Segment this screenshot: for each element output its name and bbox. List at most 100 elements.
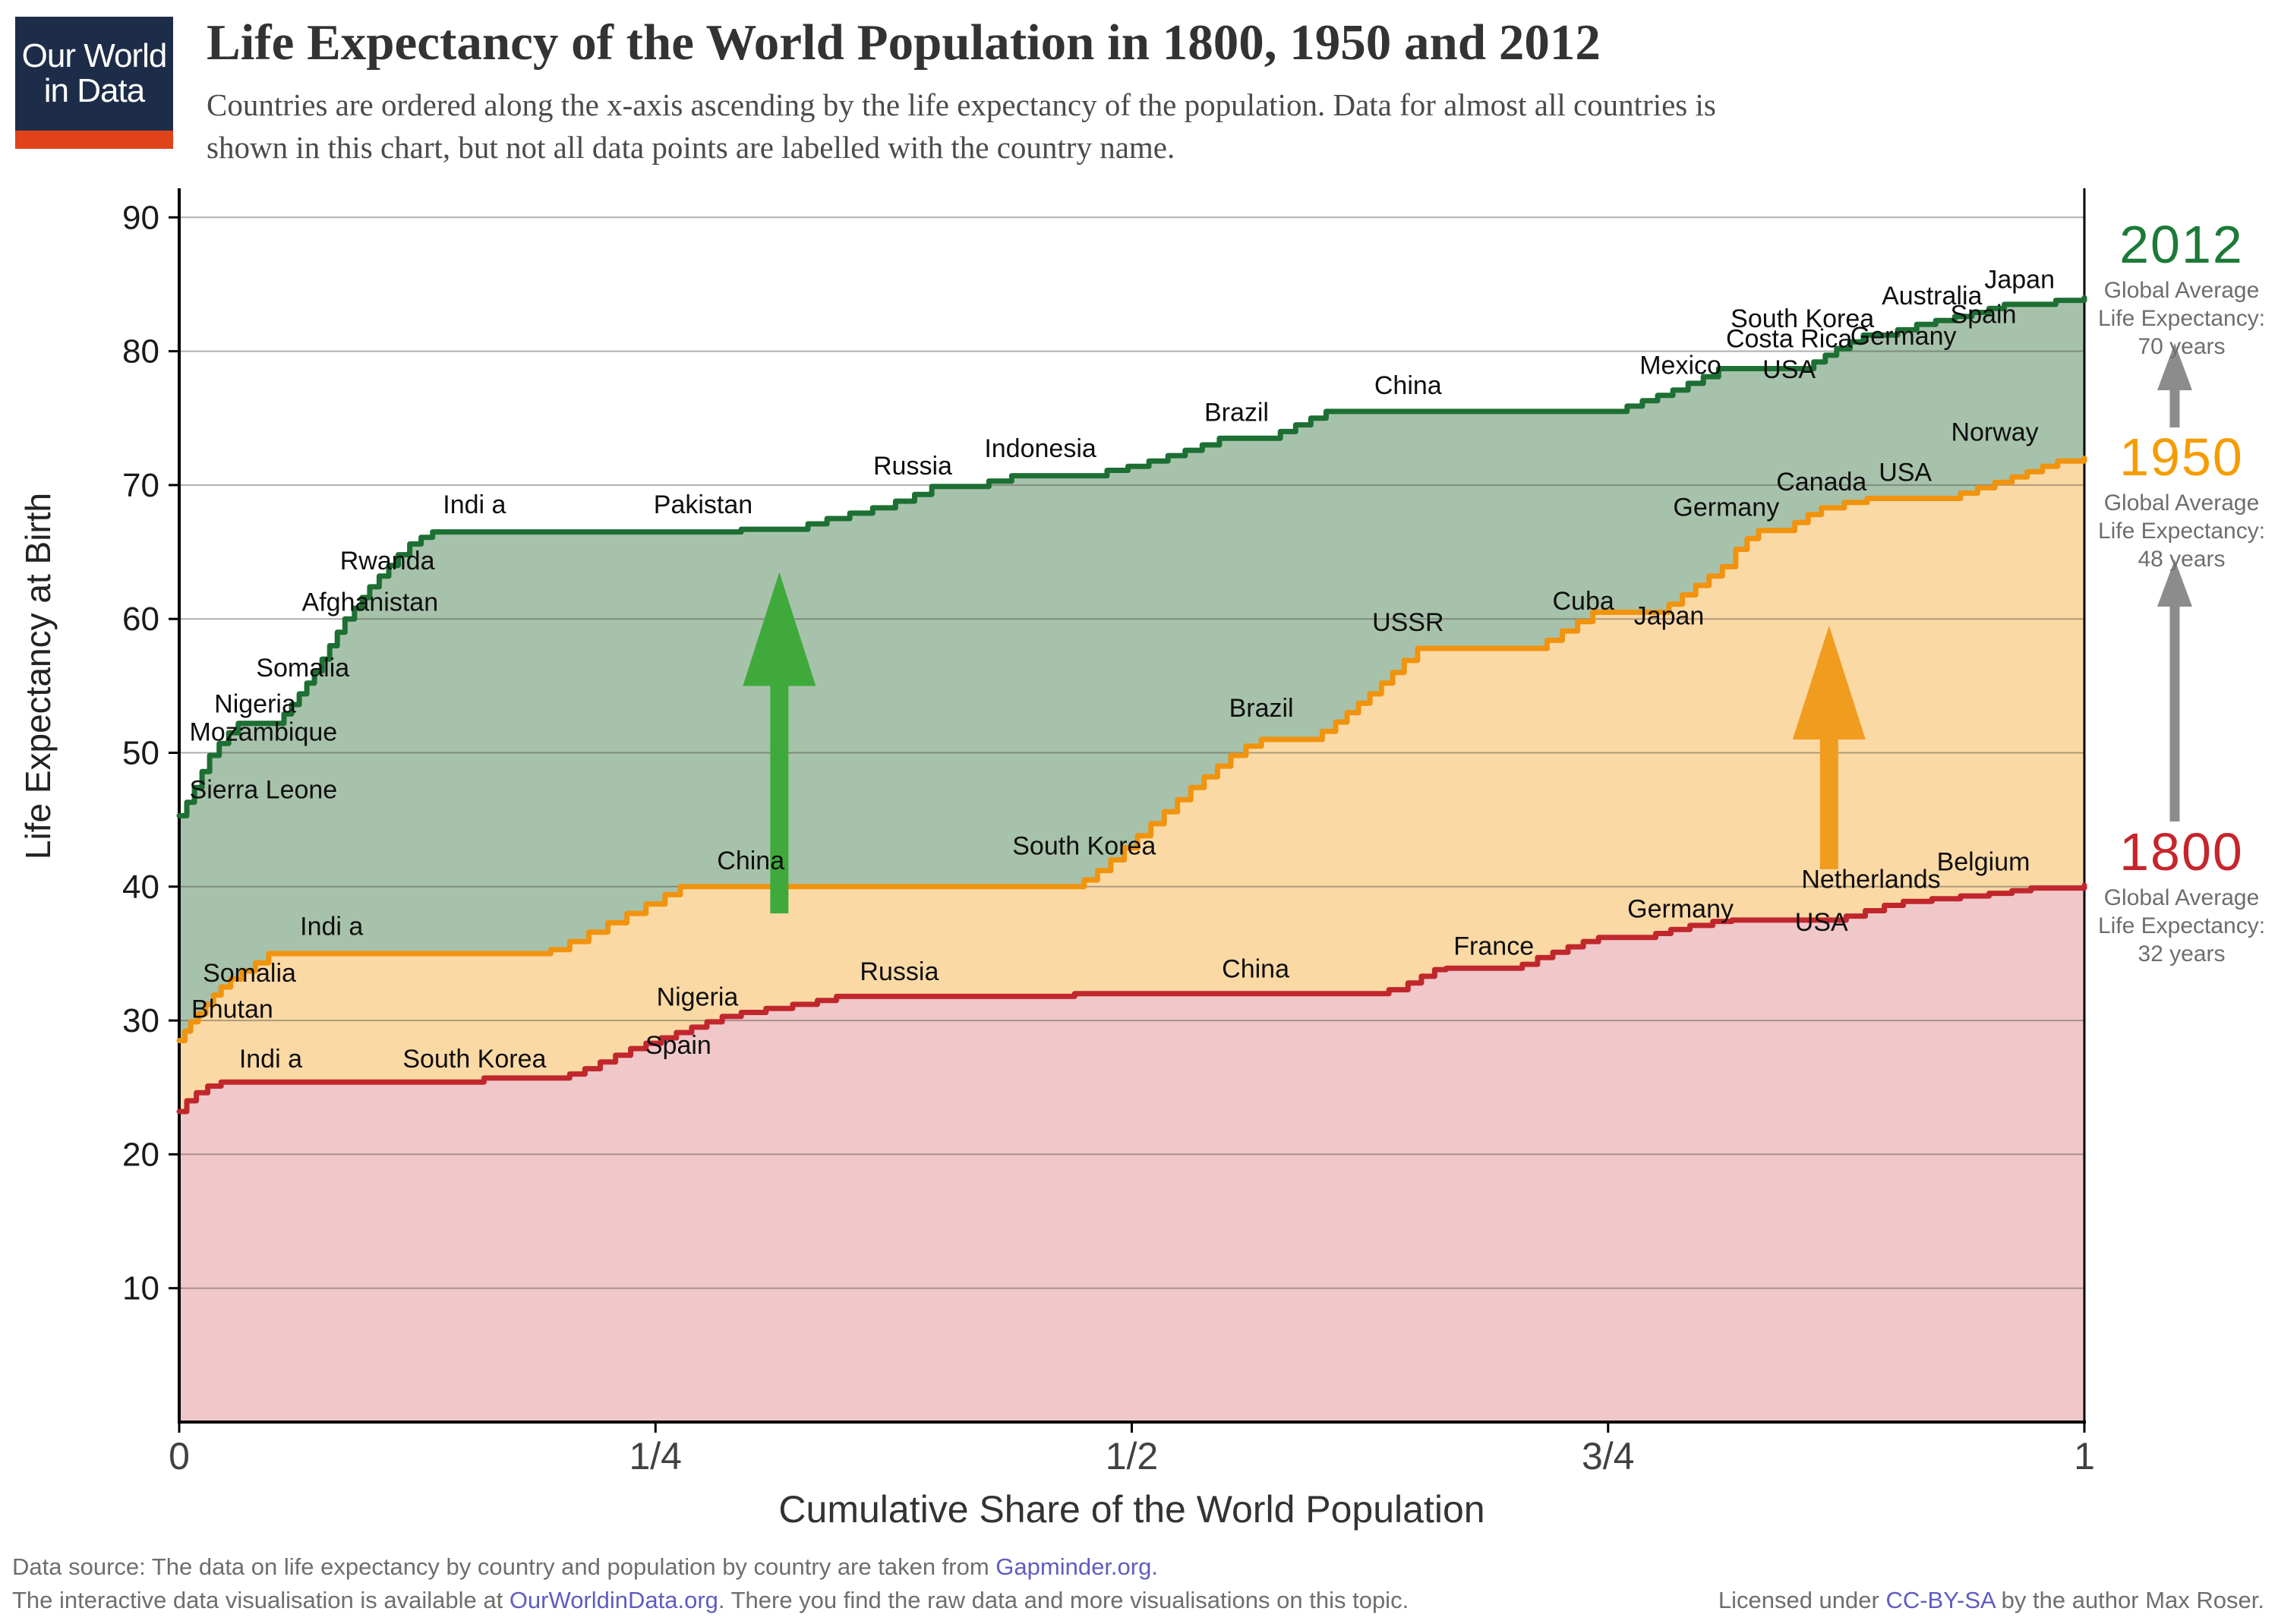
country-label-1950: Brazil bbox=[1229, 694, 1294, 723]
country-label-2012: Somalia bbox=[256, 654, 349, 683]
country-label-1800: Germany bbox=[1627, 894, 1734, 923]
footer-visualisation: The interactive data visualisation is av… bbox=[12, 1587, 1409, 1613]
chart-title: Life Expectancy of the World Population … bbox=[207, 14, 1601, 71]
country-label-2012: Afghanistan bbox=[302, 588, 439, 617]
country-label-1800: South Korea bbox=[402, 1045, 546, 1074]
ccbysa-link[interactable]: CC-BY-SA bbox=[1885, 1587, 1996, 1613]
owid-link[interactable]: OurWorldinData.org bbox=[509, 1587, 718, 1613]
legend-1950-year: 1950 bbox=[2119, 427, 2244, 487]
country-label-1950: Somalia bbox=[203, 959, 296, 988]
country-label-2012: Mozambique bbox=[190, 718, 338, 747]
area-fills bbox=[179, 298, 2084, 1422]
logo-text-line1: Our World bbox=[21, 37, 168, 74]
country-label-1950: Bhutan bbox=[191, 995, 273, 1024]
arrows bbox=[743, 343, 2192, 914]
legend-1800: 1800 Global Average Life Expectancy: 32 … bbox=[2087, 825, 2276, 968]
y-tick-label: 70 bbox=[122, 467, 159, 504]
x-axis-title: Cumulative Share of the World Population bbox=[778, 1488, 1484, 1531]
country-label-1950: Indi a bbox=[300, 912, 363, 941]
gray-arrow-1800-to-1950 bbox=[2157, 560, 2192, 821]
gapminder-link[interactable]: Gapminder.org. bbox=[995, 1553, 1158, 1580]
country-label-2012: Sierra Leone bbox=[190, 775, 338, 804]
y-tick-label: 60 bbox=[122, 601, 159, 638]
legend-1800-year: 1800 bbox=[2119, 822, 2244, 881]
country-label-1950: China bbox=[717, 847, 784, 875]
x-tick-label: 1/4 bbox=[629, 1435, 682, 1477]
area-1800 bbox=[179, 885, 2084, 1422]
country-label-2012: Rwanda bbox=[340, 547, 435, 575]
country-label-1800: USA bbox=[1795, 908, 1848, 937]
country-label-1800: Russia bbox=[860, 957, 939, 986]
y-tick-label: 10 bbox=[122, 1270, 159, 1307]
country-label-1950: Norway bbox=[1951, 418, 2038, 447]
y-axis-title: Life Expectancy at Birth bbox=[18, 493, 58, 859]
gridlines bbox=[179, 216, 2084, 1289]
y-tick-label: 50 bbox=[122, 735, 159, 772]
country-label-1800: France bbox=[1453, 932, 1534, 961]
country-label-1950: Germany bbox=[1673, 493, 1779, 522]
footer-license: Licensed under CC-BY-SA by the author Ma… bbox=[1718, 1587, 2264, 1613]
green-up-arrow bbox=[743, 572, 816, 914]
country-label-2012: USA bbox=[1762, 355, 1816, 384]
country-label-2012: Nigeria bbox=[214, 690, 296, 719]
legend-1950-desc: Global Average Life Expectancy: 48 years bbox=[2097, 490, 2266, 572]
country-label-1800: China bbox=[1222, 955, 1289, 984]
country-label-1800: Netherlands bbox=[1801, 866, 1940, 894]
y-tick-label: 90 bbox=[122, 199, 159, 236]
country-label-1950: USA bbox=[1879, 459, 1932, 487]
chart-subtitle: Countries are ordered along the x-axis a… bbox=[207, 84, 2272, 169]
country-label-2012: Pakistan bbox=[654, 490, 752, 519]
series-line-1950 bbox=[176, 456, 2087, 1043]
country-label-1950: South Korea bbox=[1012, 831, 1156, 860]
series-lines bbox=[176, 295, 2087, 1115]
x-tick-label: 1/2 bbox=[1106, 1435, 1159, 1477]
chart-subtitle-line2: shown in this chart, but not all data po… bbox=[207, 130, 1175, 165]
y-tick-label: 20 bbox=[122, 1136, 159, 1173]
logo-red-bar bbox=[15, 131, 173, 149]
country-label-1800: Indi a bbox=[239, 1045, 302, 1074]
orange-up-arrow bbox=[1792, 626, 1866, 869]
legend-2012: 2012 Global Average Life Expectancy: 70 … bbox=[2087, 217, 2276, 361]
y-tick-label: 80 bbox=[122, 333, 159, 371]
x-tick-label: 1 bbox=[2074, 1435, 2095, 1477]
country-label-2012: Mexico bbox=[1639, 352, 1721, 380]
country-label-2012: Germany bbox=[1850, 322, 1957, 351]
gray-arrow-1950-to-2012 bbox=[2157, 343, 2192, 427]
country-label-2012: Brazil bbox=[1204, 398, 1269, 427]
footer-datasource: Data source: The data on life expectancy… bbox=[12, 1553, 1158, 1580]
country-label-1950: Cuba bbox=[1552, 587, 1614, 616]
area-2012 bbox=[179, 298, 2084, 1041]
owid-logo: Our World in Data bbox=[15, 17, 173, 131]
legend-1950: 1950 Global Average Life Expectancy: 48 … bbox=[2087, 430, 2276, 573]
country-label-2012: Japan bbox=[1984, 266, 2055, 295]
country-label-2012: Costa Rica bbox=[1726, 324, 1852, 353]
logo-text-line2: in Data bbox=[43, 72, 145, 109]
country-label-1800: Nigeria bbox=[657, 983, 739, 1012]
country-label-2012: Indi a bbox=[443, 490, 506, 519]
country-labels: Mozambique Sierra Leone Nigeria Somalia Afgh… bbox=[190, 266, 2055, 1074]
country-label-2012: South Korea bbox=[1731, 304, 1874, 333]
country-label-2012: Indonesia bbox=[984, 434, 1096, 463]
x-tick-label: 3/4 bbox=[1582, 1435, 1635, 1477]
legend-2012-desc: Global Average Life Expectancy: 70 years bbox=[2097, 278, 2266, 359]
y-tick-label: 30 bbox=[122, 1002, 159, 1039]
country-label-2012: Spain bbox=[1951, 301, 2017, 330]
axis-titles: Cumulative Share of the World Population… bbox=[18, 493, 1485, 1531]
area-1950 bbox=[179, 458, 2084, 1112]
country-label-1950: USSR bbox=[1372, 608, 1443, 637]
country-label-2012: China bbox=[1374, 371, 1442, 400]
country-label-2012: Australia bbox=[1882, 282, 1982, 311]
legend-1800-desc: Global Average Life Expectancy: 32 years bbox=[2097, 885, 2266, 967]
country-label-1950: Canada bbox=[1776, 468, 1866, 497]
tick-labels: 10 20 30 40 50 60 70 80 90 0 1/4 1/2 3/4 1 bbox=[122, 199, 2095, 1477]
series-line-2012 bbox=[176, 295, 2087, 818]
y-tick-label: 40 bbox=[122, 869, 159, 906]
country-label-1950: Japan bbox=[1634, 601, 1705, 630]
axes bbox=[169, 188, 2086, 1433]
legend-2012-year: 2012 bbox=[2119, 215, 2244, 274]
country-label-1800: Belgium bbox=[1937, 848, 2030, 877]
chart-subtitle-line1: Countries are ordered along the x-axis a… bbox=[207, 87, 1716, 122]
country-label-2012: Russia bbox=[873, 452, 952, 481]
